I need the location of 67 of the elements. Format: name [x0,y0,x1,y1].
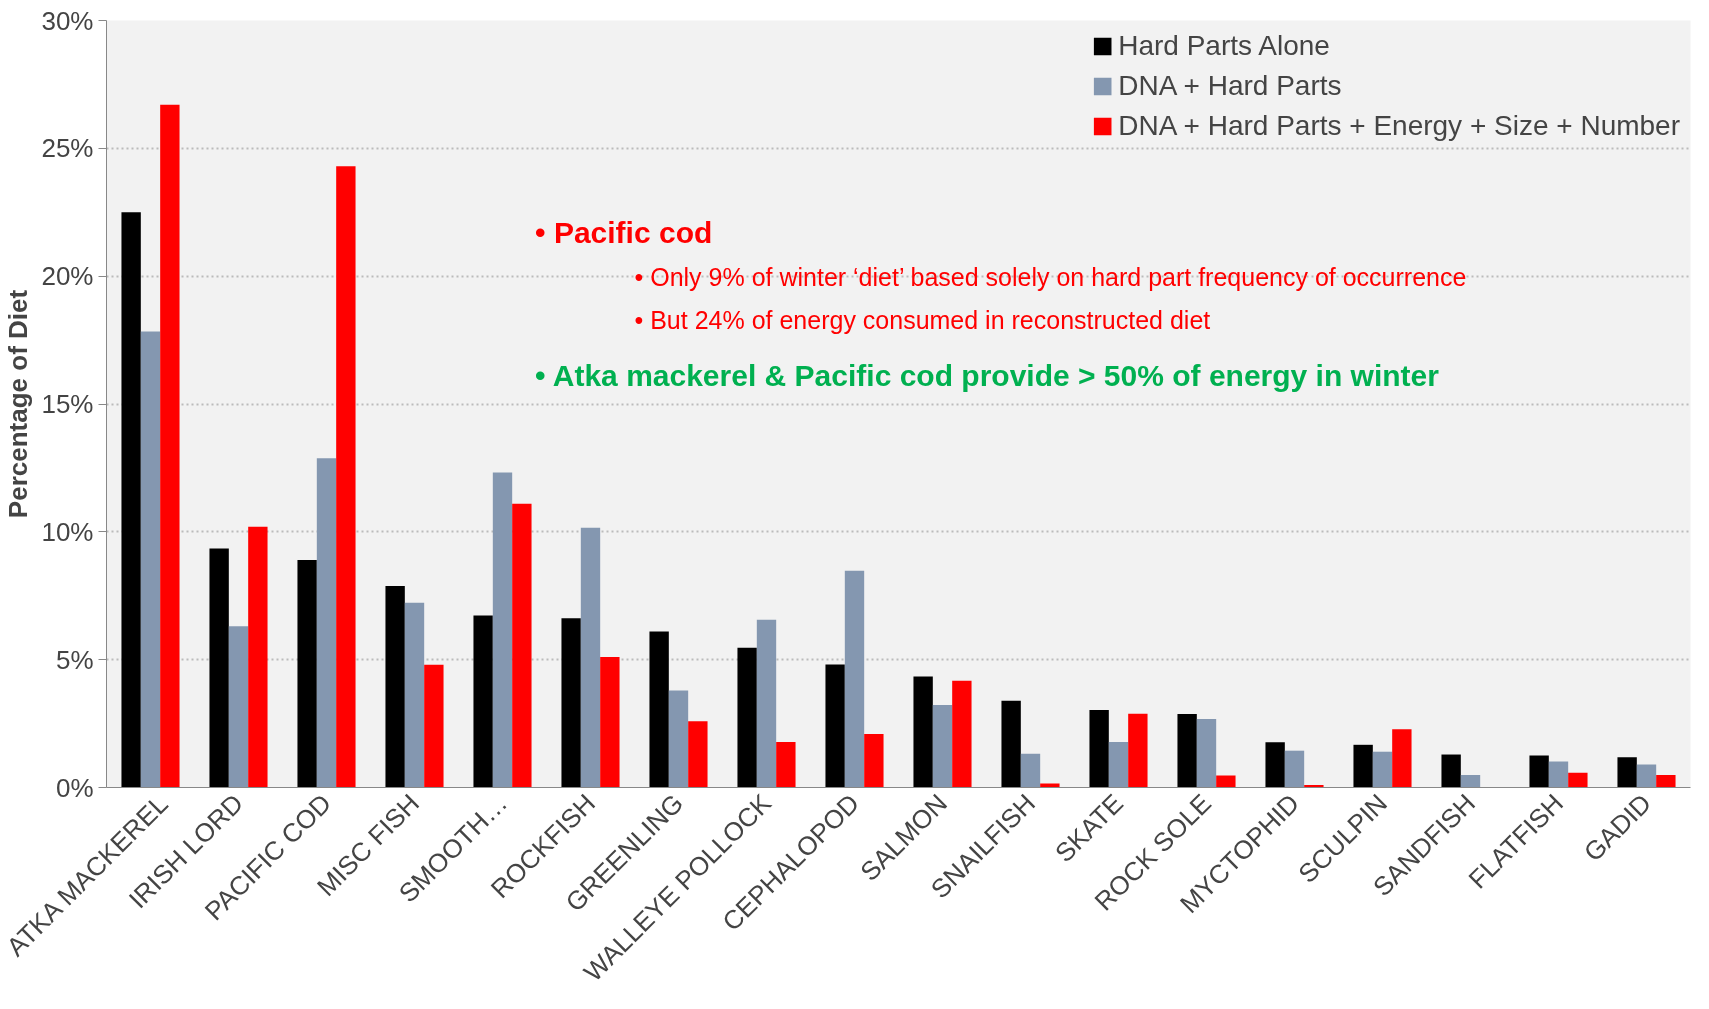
bar [932,704,953,788]
y-axis-title: Percentage of Diet [3,289,34,519]
bar [600,657,620,788]
bar [404,602,425,788]
bar [385,586,405,788]
legend-label: DNA + Hard Parts + Energy + Size + Number [1118,110,1680,142]
bar [512,503,532,788]
bar [688,721,708,788]
y-tick-label: 0% [55,772,94,803]
bar [336,166,356,788]
bar [1001,700,1021,788]
bar [248,526,268,788]
legend-label: Hard Parts Alone [1118,30,1330,62]
bar [297,559,317,788]
bar [1441,754,1461,788]
y-tick-label: 25% [41,133,94,164]
y-tick-label: 5% [55,644,94,675]
bar [1656,774,1676,788]
bar [1460,774,1481,788]
bar [1529,755,1549,788]
bar [1177,714,1197,788]
bar [160,104,180,788]
bar [140,331,161,788]
legend-label: DNA + Hard Parts [1118,70,1342,102]
bar [1372,751,1393,788]
bar [228,626,249,788]
annotation: • Only 9% of winter ‘diet’ based solely on hard part frequency of occurrence [634,263,1467,292]
bar [1284,750,1305,788]
bar [1020,753,1041,788]
bar [492,472,513,788]
bar [1108,741,1129,788]
bar [1353,744,1373,788]
y-tick-label: 30% [41,5,94,36]
y-tick-label: 15% [41,389,94,419]
bar [473,615,493,788]
bar [737,647,757,788]
bar [776,741,796,788]
annotation: • Pacific cod [535,216,713,250]
bar [561,618,581,788]
bar [952,680,972,788]
y-tick-label: 10% [41,516,94,547]
bar [864,734,884,788]
bar [913,676,933,788]
bar [1636,764,1657,788]
bar [649,631,669,788]
bar [1128,713,1148,788]
bar [424,664,444,788]
annotation: • But 24% of energy consumed in reconstructed diet [634,305,1211,334]
bar [668,690,689,788]
bar [1040,783,1060,788]
annotation: • Atka mackerel & Pacific cod provide > 50% of energy in winter [535,359,1440,393]
bar [580,527,601,788]
bar [844,570,865,788]
bar [1617,757,1637,788]
bar [1196,718,1217,788]
bar [1568,772,1588,788]
bar [756,619,777,788]
bar [121,212,141,788]
bar [1548,761,1569,788]
y-tick-label: 20% [41,261,94,292]
bar [825,664,845,788]
bar [209,548,229,788]
bar [1089,710,1109,788]
bar [1265,742,1285,788]
bar [316,458,337,788]
bar [1392,729,1412,788]
bar [1216,775,1236,788]
